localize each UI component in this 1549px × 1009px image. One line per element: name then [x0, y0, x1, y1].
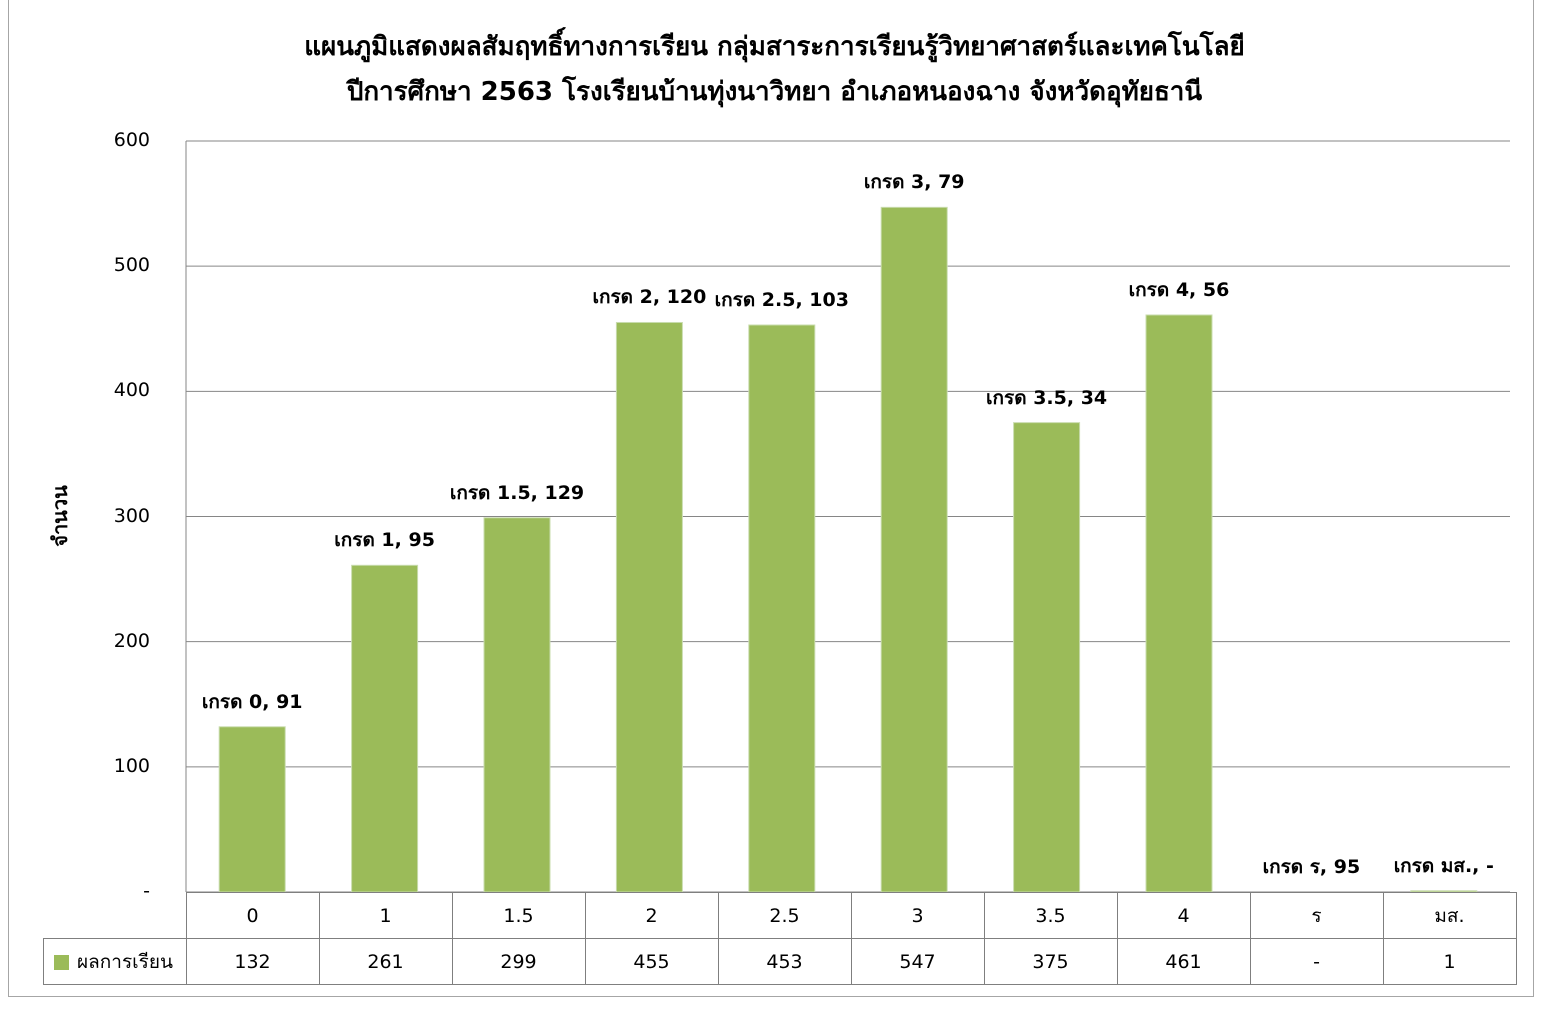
category-cell: 3.5	[983, 892, 1118, 939]
y-tick-label: 300	[113, 504, 150, 527]
legend-label: ผลการเรียน	[77, 950, 173, 973]
y-tick-label: 200	[113, 629, 150, 652]
category-cell: 1.5	[451, 892, 586, 939]
value-cell: 455	[584, 938, 719, 985]
y-tick-label: -	[143, 880, 150, 902]
y-tick-label: 100	[113, 754, 150, 777]
y-axis-label: จำนวน	[48, 485, 72, 547]
bar	[880, 206, 948, 893]
legend-swatch	[54, 954, 69, 970]
bar	[351, 564, 419, 893]
data-label: เกรด 4, 56	[1128, 278, 1230, 301]
value-cell: 461	[1116, 938, 1251, 985]
bar	[615, 321, 683, 893]
category-cell: 0	[185, 892, 320, 939]
chart-frame	[8, 0, 1534, 997]
bar	[1145, 314, 1213, 893]
bar	[483, 517, 551, 893]
value-cell: 132	[185, 938, 320, 985]
data-label: เกรด ร, 95	[1262, 856, 1361, 878]
data-label: เกรด 2, 120	[592, 286, 707, 309]
value-cell: 375	[983, 938, 1118, 985]
data-label: เกรด 1.5, 129	[449, 481, 585, 504]
legend-entry: ผลการเรียน	[43, 938, 187, 985]
bar	[218, 726, 286, 893]
data-table: 0 1 1.5 2 2.5 3 3.5 4 รมส. ผลการเรียน 132 261 299 4…	[43, 892, 1517, 985]
value-cell: 1	[1382, 938, 1517, 985]
y-tick-label: 500	[113, 254, 150, 277]
corner-cell	[43, 892, 187, 939]
category-cell: มส.	[1382, 892, 1517, 939]
bar	[1013, 422, 1081, 893]
value-cell: 453	[717, 938, 852, 985]
data-label: เกรด 3, 79	[863, 171, 965, 194]
bar	[748, 324, 816, 893]
category-cell: 2.5	[717, 892, 852, 939]
category-cell: 4	[1116, 892, 1251, 939]
category-cell: 1	[318, 892, 453, 939]
chart-title-line-1: แผนภูมิแสดงผลสัมฤทธิ์ทางการเรียน กลุ่มสา…	[304, 32, 1245, 62]
data-label: เกรด 0, 91	[201, 690, 303, 713]
value-cell: 299	[451, 938, 586, 985]
data-label: เกรด มส., -	[1393, 854, 1494, 877]
series-row: ผลการเรียน 132 261 299 455 453 547 375 461-1	[43, 938, 1517, 985]
y-tick-label: 400	[113, 379, 150, 402]
value-cell: -	[1249, 938, 1384, 985]
category-cell: 2	[584, 892, 719, 939]
y-tick-label: 600	[113, 129, 150, 151]
chart-title-line-2: ปีการศึกษา 2563 โรงเรียนบ้านทุ่งนาวิทยา …	[346, 77, 1203, 107]
value-cell: 261	[318, 938, 453, 985]
data-label: เกรด 2.5, 103	[714, 288, 849, 311]
category-cell: ร	[1249, 892, 1384, 939]
data-label: เกรด 1, 95	[334, 529, 435, 552]
value-cell: 547	[850, 938, 985, 985]
data-label: เกรด 3.5, 34	[986, 386, 1108, 409]
category-cell: 3	[850, 892, 985, 939]
category-row: 0 1 1.5 2 2.5 3 3.5 4 รมส.	[43, 892, 1517, 939]
